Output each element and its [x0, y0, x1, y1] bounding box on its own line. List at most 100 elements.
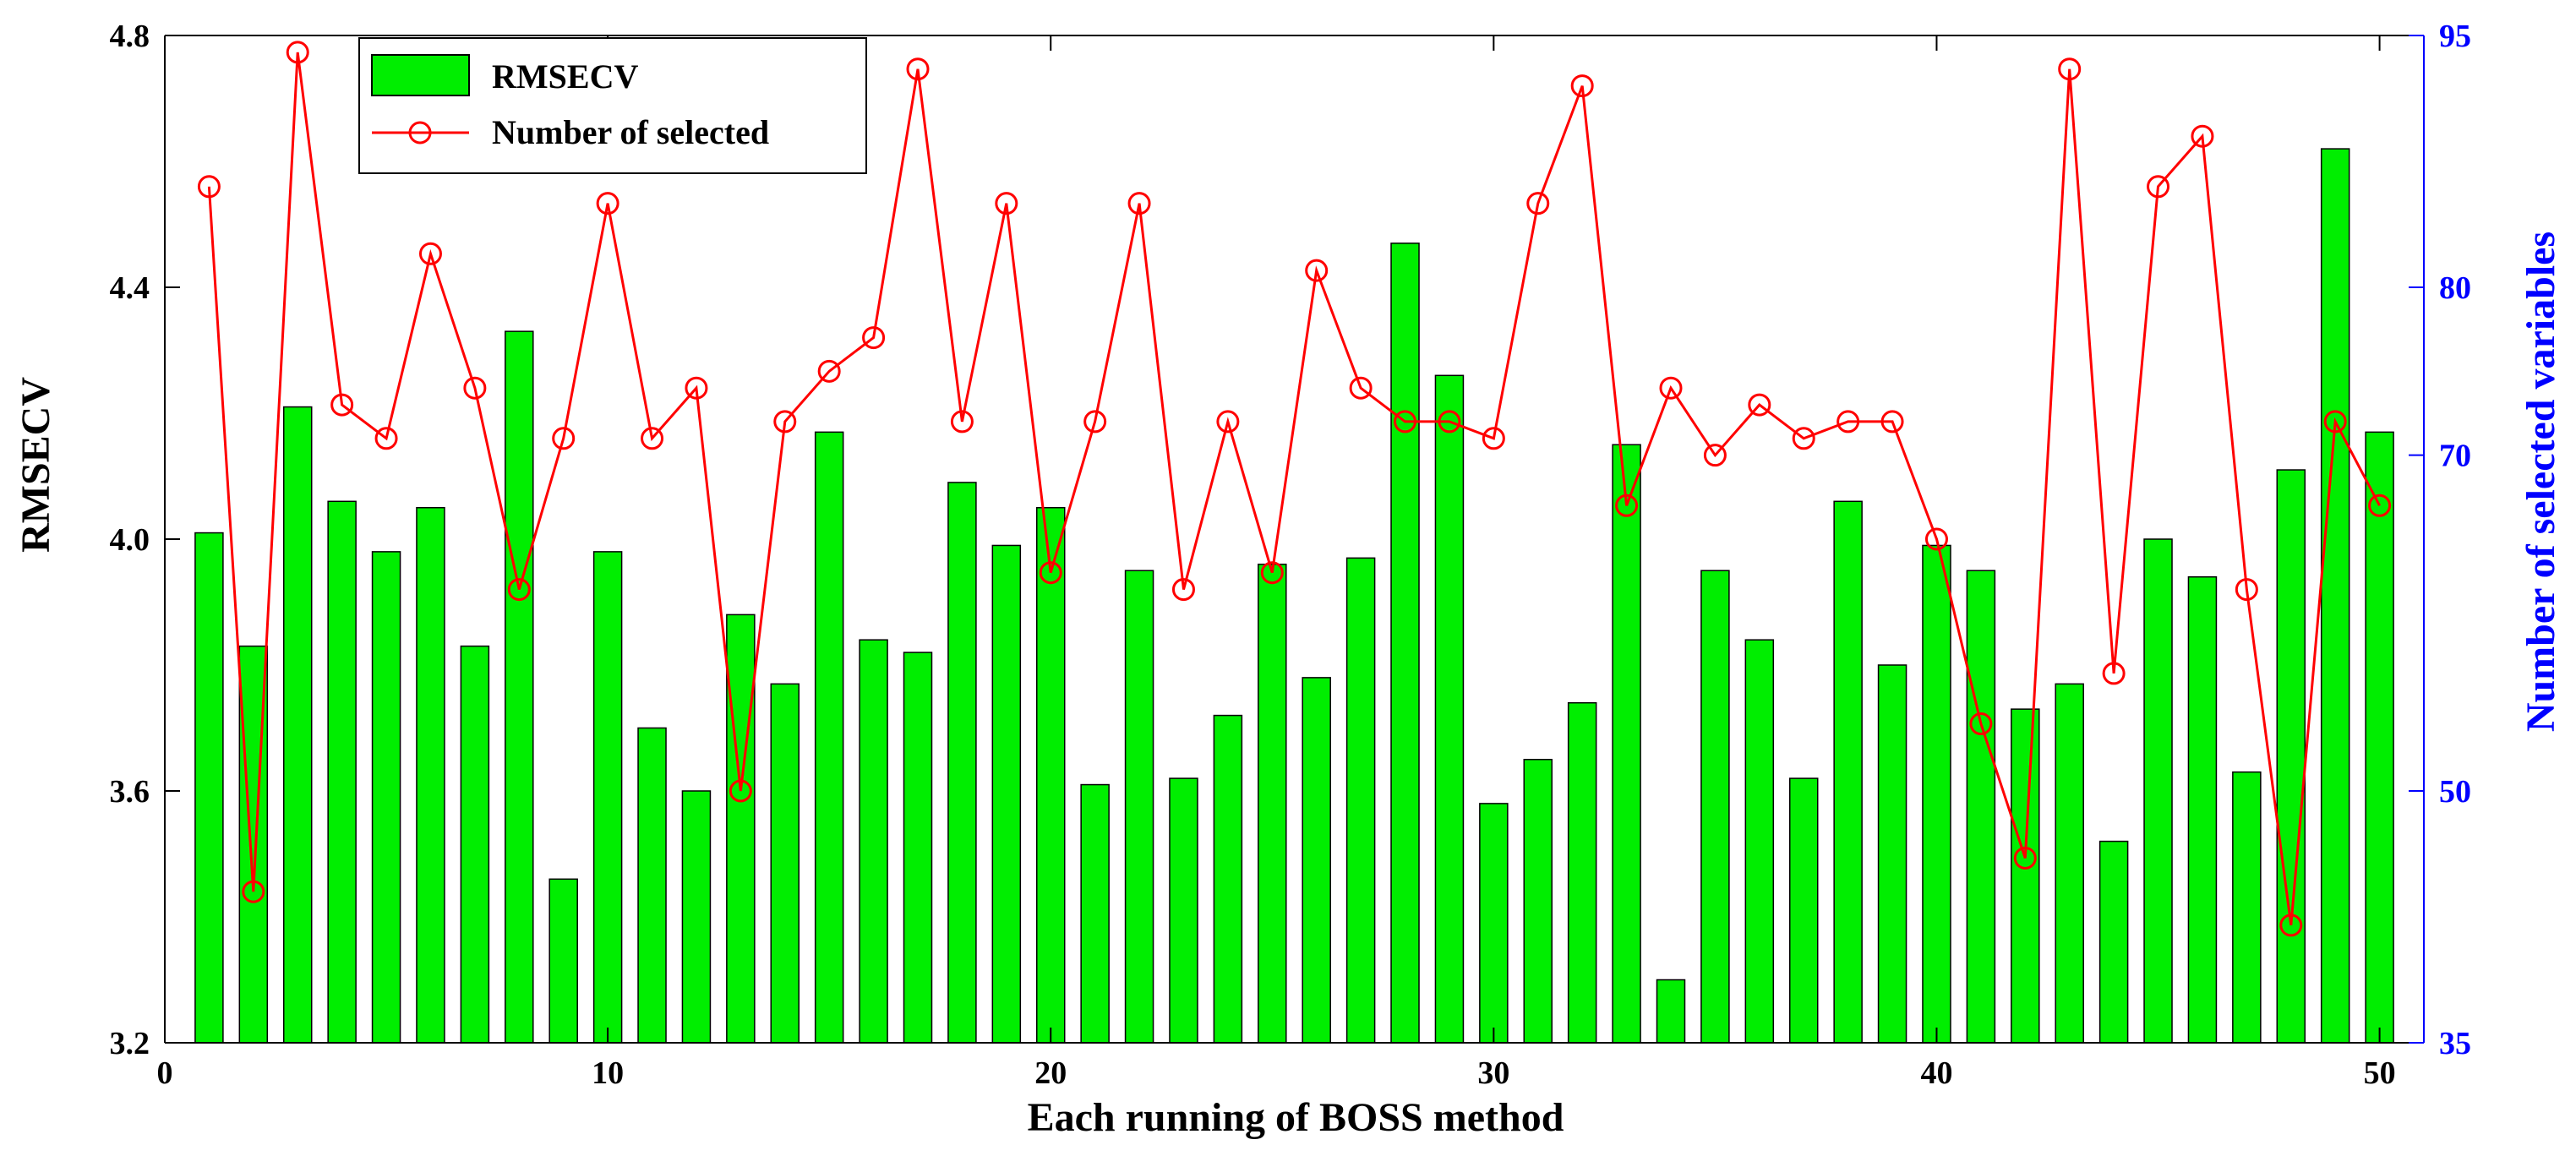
y-tick-label-4.0: 4.0	[110, 522, 150, 558]
bar-11	[637, 727, 667, 1044]
bar-25	[1258, 564, 1287, 1044]
point-27	[1349, 376, 1373, 400]
bar-18	[947, 482, 977, 1044]
point-32	[1570, 74, 1594, 98]
point-39	[1880, 410, 1904, 434]
point-10	[596, 192, 619, 215]
bar-44	[2098, 840, 2129, 1044]
bar-5	[371, 551, 401, 1044]
bar-7	[460, 645, 490, 1044]
point-8	[507, 578, 531, 602]
point-41	[1969, 712, 1993, 736]
point-35	[1703, 444, 1727, 467]
bar-series	[194, 148, 2394, 1044]
point-47	[2235, 578, 2258, 602]
point-49	[2323, 410, 2347, 434]
bar-12	[681, 790, 712, 1044]
point-44	[2102, 662, 2126, 685]
point-37	[1792, 427, 1815, 450]
bar-49	[2320, 148, 2350, 1044]
bar-16	[859, 639, 888, 1044]
point-31	[1526, 192, 1550, 215]
bar-22	[1124, 570, 1154, 1044]
bar-31	[1523, 759, 1553, 1044]
y-tick-label-4.4: 4.4	[110, 270, 150, 306]
bar-24	[1213, 714, 1243, 1044]
line-series	[197, 41, 2392, 937]
y2-tick-label-95: 95	[2439, 19, 2471, 54]
bar-10	[592, 551, 623, 1044]
series-line-number-selected	[207, 52, 2381, 926]
bar-36	[1744, 639, 1775, 1044]
bar-45	[2143, 538, 2173, 1044]
point-9	[552, 427, 576, 450]
legend-bar-swatch	[371, 54, 470, 96]
y2-tick-label-35: 35	[2439, 1026, 2471, 1061]
legend-label-number-selected: Number of selected	[492, 113, 769, 151]
bar-46	[2187, 575, 2218, 1044]
point-15	[817, 359, 841, 383]
bar-4	[327, 500, 357, 1044]
x-tick-label-0: 0	[157, 1055, 173, 1091]
y-axis-title: RMSECV	[14, 377, 58, 553]
point-46	[2191, 124, 2214, 148]
bar-38	[1833, 500, 1863, 1044]
bar-42	[2011, 708, 2040, 1044]
bar-34	[1656, 979, 1686, 1044]
point-20	[1039, 561, 1062, 585]
point-16	[862, 326, 886, 350]
point-45	[2147, 175, 2170, 199]
x-tick-label-40: 40	[1920, 1055, 1952, 1091]
bar-40	[1922, 544, 1951, 1044]
point-38	[1836, 410, 1860, 434]
point-28	[1394, 410, 1417, 434]
bar-20	[1035, 507, 1066, 1044]
bar-15	[814, 431, 844, 1044]
y-tick-label-3.6: 3.6	[110, 774, 150, 810]
bar-6	[416, 507, 445, 1044]
point-1	[197, 175, 221, 199]
bar-9	[548, 878, 578, 1044]
point-21	[1083, 410, 1107, 434]
point-26	[1305, 259, 1329, 282]
point-33	[1615, 493, 1639, 517]
point-42	[2013, 846, 2037, 870]
bar-26	[1302, 677, 1331, 1044]
point-48	[2279, 913, 2303, 937]
bar-35	[1700, 570, 1730, 1044]
bar-41	[1966, 570, 1996, 1044]
x-tick-label-30: 30	[1477, 1055, 1509, 1091]
y2-axis-title: Number of selected variables	[2519, 232, 2563, 732]
bar-37	[1788, 777, 1819, 1044]
legend-line-marker	[408, 121, 432, 144]
point-17	[906, 57, 930, 81]
bar-39	[1877, 664, 1907, 1044]
y2-tick-label-50: 50	[2439, 774, 2471, 810]
bar-14	[770, 683, 800, 1044]
point-19	[995, 192, 1018, 215]
y-tick-label-3.2: 3.2	[110, 1026, 150, 1061]
bar-13	[726, 613, 756, 1044]
x-axis-title: Each running of BOSS method	[1028, 1095, 1564, 1140]
point-2	[242, 880, 265, 903]
point-34	[1659, 376, 1683, 400]
point-50	[2368, 493, 2392, 517]
point-23	[1171, 578, 1195, 602]
bar-1	[194, 532, 224, 1044]
point-4	[330, 393, 354, 417]
point-5	[374, 427, 398, 450]
y2-tick-label-80: 80	[2439, 270, 2471, 306]
bar-32	[1567, 701, 1597, 1044]
axes	[164, 35, 2425, 1044]
y-tick-label-4.8: 4.8	[110, 19, 150, 54]
bar-8	[505, 330, 534, 1044]
bar-43	[2055, 683, 2084, 1044]
x-tick-label-50: 50	[2364, 1055, 2396, 1091]
bar-48	[2276, 469, 2306, 1044]
bar-23	[1169, 777, 1198, 1044]
bar-50	[2365, 431, 2394, 1044]
tick-labels: 0 10 20 30 40 50 3.2 3.6 4.0 4.4 4.8 35 50 70 80 95	[110, 19, 2472, 1091]
point-12	[685, 376, 708, 400]
point-30	[1482, 427, 1505, 450]
